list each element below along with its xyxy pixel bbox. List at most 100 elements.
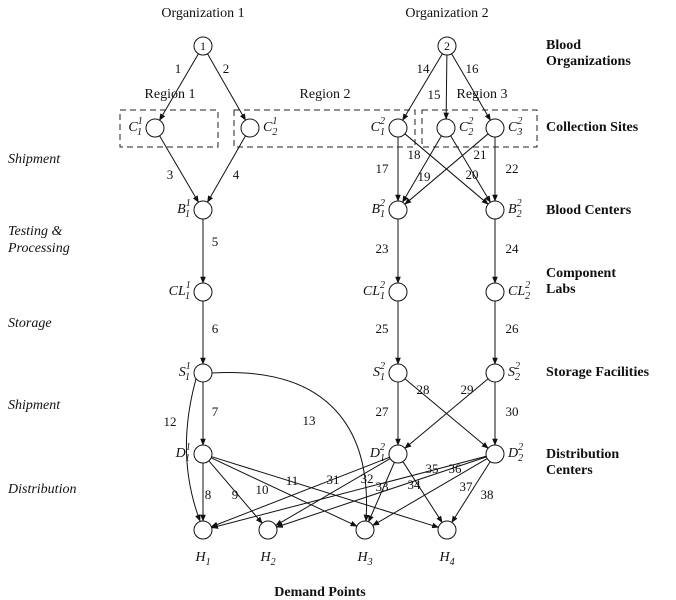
node-symbol: CL — [169, 284, 186, 299]
node-sub: 4 — [450, 557, 455, 568]
edge-label: 3 — [167, 167, 174, 182]
edge-label: 14 — [417, 61, 431, 76]
tier-label: Blood — [546, 38, 581, 53]
node-symbol: S — [373, 365, 380, 380]
node — [388, 444, 408, 464]
edge — [402, 53, 443, 121]
node-symbol: B — [508, 202, 517, 217]
node-sup: 1 — [186, 442, 190, 453]
node — [436, 118, 456, 138]
edge — [211, 456, 440, 529]
edge-label: 6 — [212, 321, 219, 336]
stage-label: Shipment — [8, 398, 61, 413]
node-sub: 1 — [185, 453, 190, 464]
tier-label: Storage Facilities — [546, 365, 650, 380]
org-node — [437, 36, 457, 56]
node-sub: 1 — [380, 372, 385, 383]
region-box — [233, 109, 416, 148]
edge — [402, 135, 442, 203]
node-symbol: C — [371, 120, 381, 135]
node-sub: 1 — [380, 209, 385, 220]
tier-label: Collection Sites — [546, 120, 639, 135]
edge — [443, 54, 449, 120]
node-symbol: H — [438, 550, 450, 565]
edge-label: 4 — [233, 167, 240, 182]
node-symbol: H — [356, 550, 368, 565]
node-sub: 2 — [271, 557, 276, 568]
edge-label: 19 — [418, 169, 431, 184]
edge-label: 1 — [175, 61, 182, 76]
node-sub: 2 — [517, 209, 522, 220]
node-sup: 2 — [468, 116, 473, 127]
edge-label: 15 — [428, 87, 441, 102]
edge — [207, 53, 246, 121]
node-label: H4 — [438, 550, 454, 568]
edge — [275, 458, 391, 526]
node-label: D2 1 — [369, 442, 385, 464]
edge — [211, 455, 487, 529]
node-sup: 2 — [380, 361, 385, 372]
node — [193, 444, 213, 464]
node-sub: 3 — [367, 557, 373, 568]
node — [355, 520, 375, 540]
node-sub: 1 — [380, 291, 385, 302]
node — [388, 282, 408, 302]
edge-label: 7 — [212, 404, 219, 419]
node-symbol: C — [263, 120, 273, 135]
edge-label: 32 — [361, 471, 374, 486]
node-symbol: H — [259, 550, 271, 565]
node-sub: 1 — [137, 127, 142, 138]
node-sup: 2 — [380, 442, 385, 453]
edge-label: 18 — [408, 147, 421, 162]
node-sup: 2 — [518, 442, 523, 453]
node-sub: 2 — [468, 127, 473, 138]
edge-label: 24 — [506, 241, 520, 256]
node-sub: 1 — [185, 209, 190, 220]
region-label: Region 1 — [145, 87, 196, 102]
edge-label: 27 — [376, 404, 390, 419]
node — [485, 118, 505, 138]
edge-label: 17 — [376, 161, 390, 176]
node-label: B2 2 — [508, 198, 522, 220]
tier-label: Blood Centers — [546, 203, 632, 218]
stage-label: Storage — [8, 316, 52, 331]
node-symbol: CL — [363, 284, 380, 299]
node-label: C1 2 — [263, 116, 277, 138]
node-sup: 1 — [186, 198, 190, 209]
node-sup: 2 — [525, 280, 530, 291]
org-node-label: 1 — [200, 39, 206, 53]
edge — [372, 458, 488, 526]
node-symbol: C — [128, 120, 138, 135]
edge-label: 37 — [460, 479, 474, 494]
edge-label: 13 — [303, 413, 316, 428]
org-node-label: 2 — [444, 39, 450, 53]
node — [437, 520, 457, 540]
edge — [210, 456, 390, 528]
region-boxes — [119, 109, 538, 148]
edge-label: 26 — [506, 321, 520, 336]
region-label: Region 3 — [457, 87, 508, 102]
node — [485, 363, 505, 383]
node-label: S1 1 — [179, 361, 190, 383]
edge-label: 31 — [327, 472, 340, 487]
node-symbol: H — [194, 550, 206, 565]
node-sup: 2 — [380, 280, 385, 291]
edge-label: 22 — [506, 161, 519, 176]
node-sub: 2 — [518, 453, 523, 464]
node-sup: 2 — [517, 198, 522, 209]
stage-label: Processing — [7, 241, 70, 256]
node-sub: 1 — [380, 453, 385, 464]
node-sub: 2 — [515, 372, 520, 383]
node-sup: 1 — [138, 116, 142, 127]
node — [388, 118, 408, 138]
region-box — [119, 109, 219, 148]
node — [388, 363, 408, 383]
node-sub: 2 — [272, 127, 277, 138]
node-symbol: C — [508, 120, 518, 135]
node — [193, 363, 213, 383]
edge-label: 5 — [212, 234, 219, 249]
edge-label: 34 — [408, 477, 422, 492]
node-sub: 2 — [525, 291, 530, 302]
node-sub: 1 — [380, 127, 385, 138]
